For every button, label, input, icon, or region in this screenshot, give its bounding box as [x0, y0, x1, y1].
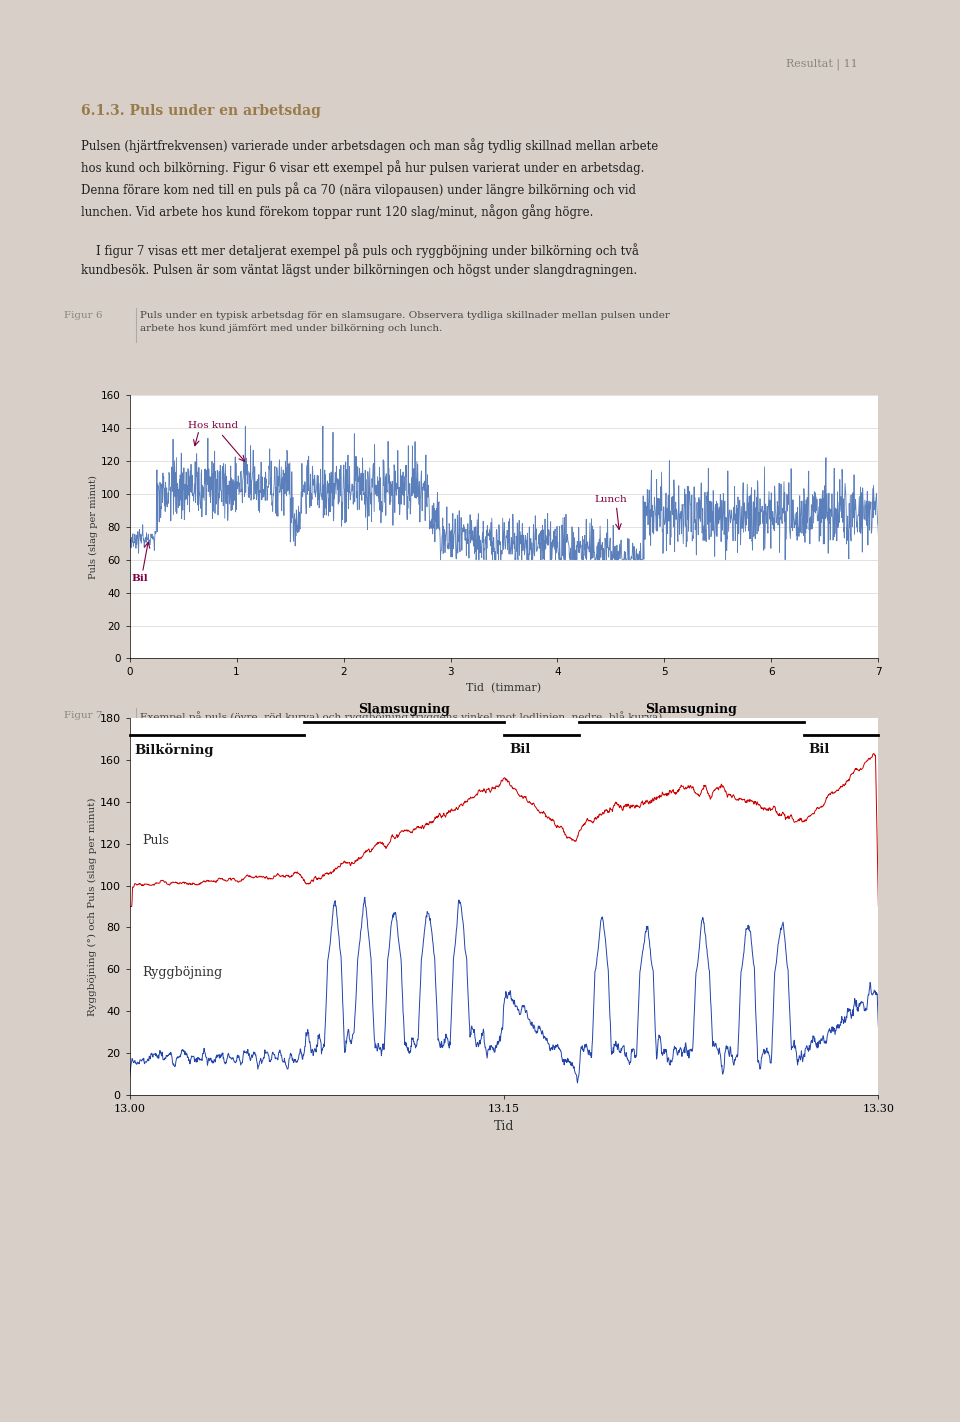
X-axis label: Tid: Tid: [493, 1119, 515, 1132]
Y-axis label: Puls (slag per minut): Puls (slag per minut): [89, 475, 98, 579]
Text: Lunch: Lunch: [595, 495, 628, 505]
Text: Exempel på puls (övre, röd kurva) och ryggböjning (ryggens vinkel mot lodlinjen,: Exempel på puls (övre, röd kurva) och ry…: [140, 711, 662, 778]
Text: Bil: Bil: [132, 574, 149, 583]
Text: I figur 7 visas ett mer detaljerat exempel på puls och ryggböjning under bilkörn: I figur 7 visas ett mer detaljerat exemp…: [81, 243, 638, 277]
Text: Bilkörning: Bilkörning: [134, 744, 214, 757]
Text: Bil: Bil: [808, 744, 829, 757]
Text: Puls under en typisk arbetsdag för en slamsugare. Observera tydliga skillnader m: Puls under en typisk arbetsdag för en sl…: [140, 311, 670, 333]
Text: Slamsugning: Slamsugning: [358, 702, 450, 717]
Text: Figur 6: Figur 6: [63, 311, 103, 320]
Text: Resultat | 11: Resultat | 11: [786, 58, 858, 70]
Y-axis label: Ryggböjning (°) och Puls (slag per minut): Ryggböjning (°) och Puls (slag per minut…: [87, 798, 97, 1015]
Text: 6.1.3. Puls under en arbetsdag: 6.1.3. Puls under en arbetsdag: [81, 104, 321, 118]
Text: Puls: Puls: [142, 833, 169, 846]
Text: Ryggböjning: Ryggböjning: [142, 966, 223, 978]
Text: Pulsen (hjärtfrekvensen) varierade under arbetsdagen och man såg tydlig skillnad: Pulsen (hjärtfrekvensen) varierade under…: [81, 138, 658, 219]
Text: Bil: Bil: [509, 744, 530, 757]
Text: Hos kund: Hos kund: [188, 421, 238, 431]
Text: Figur 7: Figur 7: [63, 711, 103, 720]
X-axis label: Tid  (timmar): Tid (timmar): [467, 683, 541, 694]
Text: Slamsugning: Slamsugning: [645, 702, 737, 717]
